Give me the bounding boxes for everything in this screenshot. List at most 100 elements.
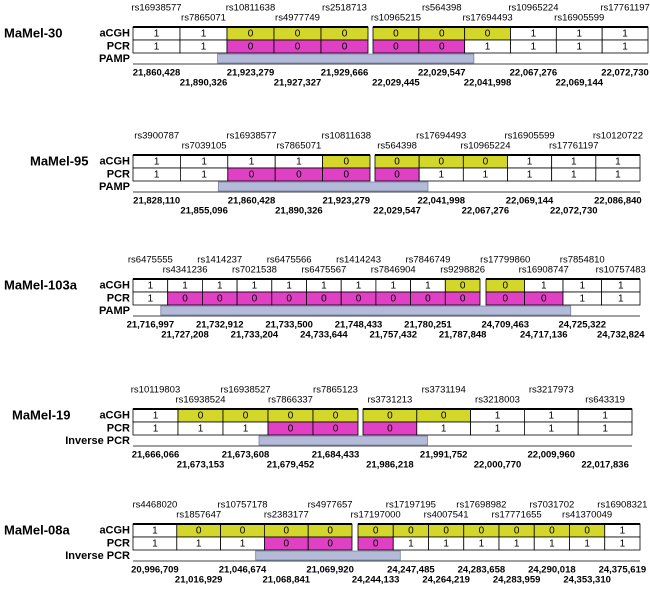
coordinate: 21,733,500	[265, 320, 313, 331]
coordinate: 22,029,547	[418, 68, 466, 79]
amplified-region	[160, 305, 572, 316]
snp-id: rs7865071	[181, 13, 226, 24]
coordinate: 21,890,326	[180, 78, 228, 89]
coordinate: 21,684,433	[312, 450, 360, 461]
coordinate: 22,072,730	[550, 206, 598, 217]
cell-value: 0	[408, 526, 414, 537]
cell-value: 0	[333, 411, 339, 422]
snp-id: rs7866337	[268, 395, 313, 406]
snp-id: rs9298826	[440, 265, 485, 276]
snp-id: rs10757483	[596, 265, 646, 276]
cell-value: 1	[602, 411, 608, 422]
coordinate: 24,375,619	[599, 565, 647, 576]
cell-value: 0	[483, 157, 489, 168]
coordinate: 22,009,960	[528, 450, 576, 461]
snp-id: rs7846749	[405, 255, 450, 266]
cell	[312, 421, 359, 436]
cell-value: 1	[549, 411, 555, 422]
snp-id: rs4341236	[163, 265, 208, 276]
cell-value: 0	[425, 294, 431, 305]
cell	[604, 536, 641, 551]
coordinate: 21,923,279	[227, 68, 275, 79]
cell-value: 0	[393, 29, 399, 40]
snp-id: rs3731194	[422, 385, 466, 396]
row-label: PCR	[107, 422, 130, 434]
cell-value: 0	[390, 294, 396, 305]
sample-name: MaMel-103a	[4, 277, 78, 292]
cell-value: 1	[441, 424, 447, 435]
cell-value: 0	[485, 29, 491, 40]
cell-value: 1	[576, 42, 582, 53]
cell-value: 1	[356, 281, 362, 292]
cell-value: 1	[584, 539, 590, 550]
cell-value: 1	[620, 526, 626, 537]
amplified-region	[217, 181, 429, 192]
amplified-region	[258, 435, 428, 446]
cell-value: 1	[196, 539, 202, 550]
snp-id: rs16905599	[504, 131, 554, 142]
snp-id: rs643319	[585, 395, 625, 406]
coordinate: 21,986,218	[366, 460, 414, 471]
cell	[577, 421, 633, 436]
coordinate: 21,890,326	[275, 206, 323, 217]
cell-value: 0	[479, 526, 485, 537]
sample-name: MaMel-30	[4, 25, 63, 40]
snp-id: rs16938577	[131, 3, 181, 14]
snp-id: rs6475555	[128, 255, 173, 266]
cell-value: 1	[495, 424, 501, 435]
coordinate: 21,828,110	[133, 196, 180, 207]
cell-value: 0	[296, 170, 302, 181]
snp-id: rs1857647	[176, 510, 221, 521]
cell-value: 1	[217, 281, 223, 292]
snp-id: rs17698982	[456, 500, 506, 511]
cell-value: 1	[549, 424, 555, 435]
cell	[601, 291, 641, 306]
cell-value: 0	[438, 157, 444, 168]
cell-value: 1	[154, 170, 160, 181]
amplification-method: Inverse PCR	[65, 435, 130, 447]
cell	[307, 536, 353, 551]
coordinate: 21,787,848	[439, 330, 487, 341]
cell-value: 1	[240, 539, 246, 550]
coordinate: 21,860,428	[133, 68, 181, 79]
snp-id: rs17761197	[600, 3, 649, 14]
cell-value: 1	[286, 281, 292, 292]
snp-id: rs16908321	[597, 500, 647, 511]
snp-id: rs4977749	[275, 13, 320, 24]
amplification-method: Inverse PCR	[65, 550, 130, 562]
cell-value: 1	[154, 29, 160, 40]
cell-value: 1	[514, 539, 520, 550]
cell	[595, 167, 641, 182]
coordinate: 21,991,752	[420, 450, 468, 461]
amplification-method: PAMP	[99, 181, 130, 193]
cell-value: 1	[153, 411, 159, 422]
cell-value: 1	[527, 170, 533, 181]
cell-value: 1	[579, 294, 585, 305]
cell-value: 1	[390, 281, 396, 292]
cell-value: 1	[152, 539, 158, 550]
cell-value: 0	[252, 294, 258, 305]
coordinate: 24,290,018	[528, 565, 576, 576]
cell-value: 0	[373, 539, 379, 550]
coordinate: 22,067,276	[462, 206, 510, 217]
coordinate: 21,927,327	[274, 78, 322, 89]
coordinate: 21,046,674	[219, 565, 267, 576]
coordinate: 21,727,208	[161, 330, 209, 341]
cell-value: 1	[148, 294, 154, 305]
cell-value: 0	[248, 42, 254, 53]
cell-value: 0	[393, 42, 399, 53]
cell-value: 1	[531, 29, 537, 40]
row-label: aCGH	[99, 27, 130, 39]
snp-id: rs6475566	[267, 255, 312, 266]
snp-id: rs17197000	[351, 510, 401, 521]
cell-value: 0	[198, 411, 204, 422]
coordinate: 21,929,666	[321, 68, 369, 79]
coordinate: 24,353,310	[563, 575, 611, 586]
snp-id: rs17197195	[386, 500, 436, 511]
snp-id: rs10811638	[226, 3, 275, 14]
snp-id: rs2518713	[322, 3, 367, 14]
row-label: aCGH	[99, 524, 130, 536]
cell-value: 1	[249, 157, 255, 168]
cell-value: 1	[622, 42, 628, 53]
